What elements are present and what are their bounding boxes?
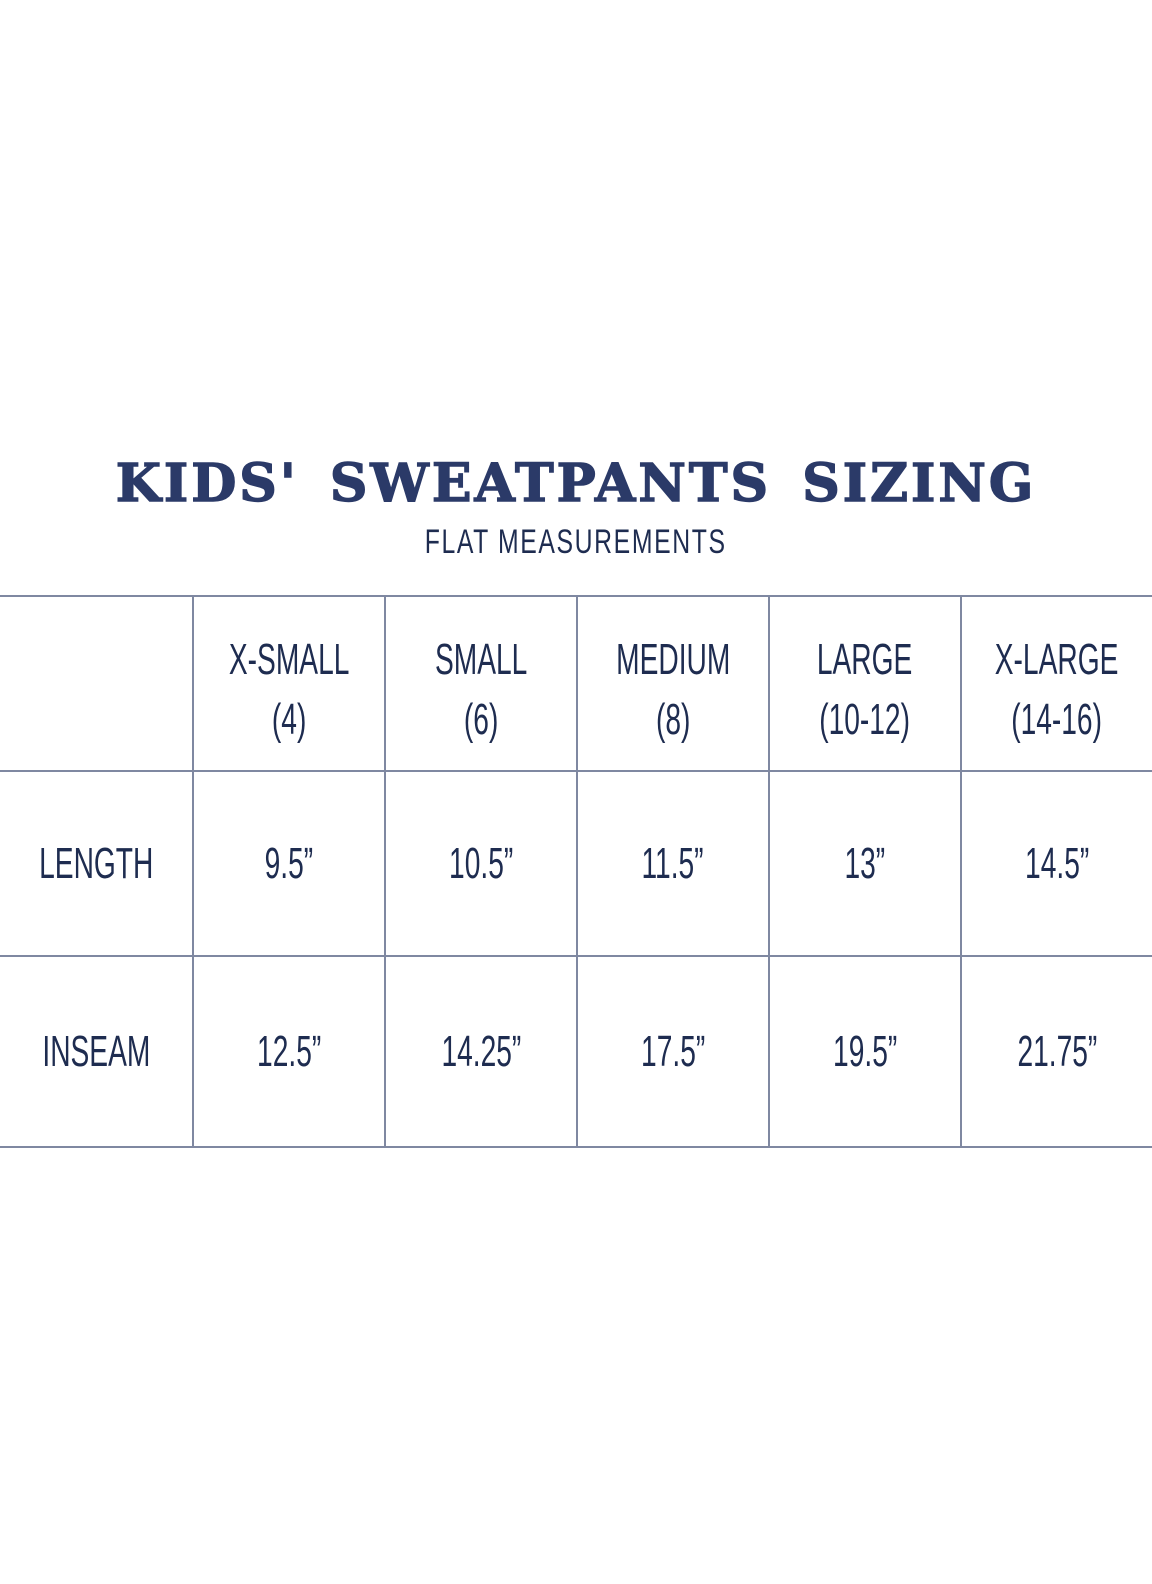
sizing-table: X-SMALL (4) SMALL (6) MEDIUM (8) LARGE (… bbox=[0, 595, 1152, 1148]
cell-length-large: 13” bbox=[768, 770, 960, 955]
column-label: SMALL bbox=[434, 635, 528, 685]
column-header-large: LARGE (10-12) bbox=[768, 597, 960, 770]
cell-inseam-x-small: 12.5” bbox=[192, 955, 384, 1146]
page-subtitle-text: FLAT MEASUREMENTS bbox=[425, 521, 727, 562]
row-label-length: LENGTH bbox=[0, 770, 192, 955]
column-size-range: (8) bbox=[655, 694, 691, 744]
corner-cell bbox=[0, 597, 192, 770]
column-header-x-small: X-SMALL (4) bbox=[192, 597, 384, 770]
cell-length-x-large: 14.5” bbox=[960, 770, 1152, 955]
column-size-range: (6) bbox=[463, 694, 499, 744]
title-block: KIDS' SWEATPANTS SIZING FLAT MEASUREMENT… bbox=[0, 453, 1152, 562]
column-size-range: (4) bbox=[271, 694, 307, 744]
row-label-inseam: INSEAM bbox=[0, 955, 192, 1146]
cell-inseam-medium: 17.5” bbox=[576, 955, 768, 1146]
column-header-small: SMALL (6) bbox=[384, 597, 576, 770]
column-size-range: (14-16) bbox=[1011, 694, 1103, 744]
column-label: X-SMALL bbox=[228, 635, 350, 685]
cell-inseam-x-large: 21.75” bbox=[960, 955, 1152, 1146]
column-label: MEDIUM bbox=[615, 635, 731, 685]
page-subtitle: FLAT MEASUREMENTS bbox=[0, 521, 1152, 562]
column-size-range: (10-12) bbox=[819, 694, 911, 744]
cell-length-medium: 11.5” bbox=[576, 770, 768, 955]
page-title: KIDS' SWEATPANTS SIZING bbox=[115, 453, 1037, 514]
column-header-medium: MEDIUM (8) bbox=[576, 597, 768, 770]
cell-length-x-small: 9.5” bbox=[192, 770, 384, 955]
column-header-x-large: X-LARGE (14-16) bbox=[960, 597, 1152, 770]
cell-inseam-small: 14.25” bbox=[384, 955, 576, 1146]
column-label: X-LARGE bbox=[995, 635, 1119, 685]
cell-length-small: 10.5” bbox=[384, 770, 576, 955]
cell-inseam-large: 19.5” bbox=[768, 955, 960, 1146]
column-label: LARGE bbox=[817, 635, 913, 685]
